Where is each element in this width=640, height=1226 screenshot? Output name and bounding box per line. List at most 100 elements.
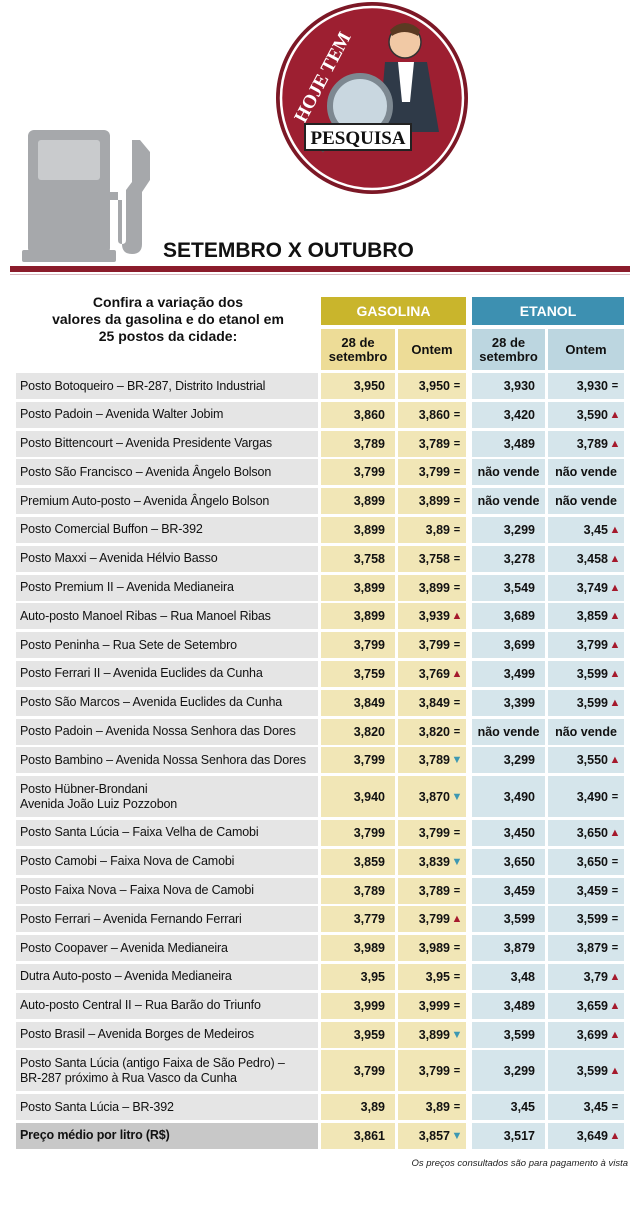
price-value: 3,820: [353, 724, 385, 739]
price-value: não vende: [477, 724, 540, 739]
price-cell: 3,459 =: [548, 877, 624, 904]
price-value: 3,517: [503, 1128, 535, 1143]
price-value: 3,420: [503, 407, 535, 422]
change-indicator: ▲: [609, 970, 621, 983]
price-cell: 3,839 ▼: [398, 848, 466, 875]
price-value: 3,599: [576, 695, 608, 710]
price-cell: 3,789 =: [398, 430, 466, 457]
price-value: 3,650: [576, 854, 608, 869]
table-row: Posto Comercial Buffon – BR-392 3,899 3,89…: [16, 516, 626, 543]
price-cell: 3,989: [321, 935, 395, 962]
price-value: 3,879: [576, 941, 608, 956]
price-value: 3,989: [418, 941, 450, 956]
price-value: 3,299: [503, 1063, 535, 1078]
table-row: Posto Hübner-Brondani Avenida João Luiz P…: [16, 776, 626, 818]
change-indicator: ▲: [451, 667, 463, 680]
name-line: Posto Camobi – Faixa Nova de Camobi: [20, 854, 235, 869]
price-value: 3,650: [503, 854, 535, 869]
table-row: Premium Auto-posto – Avenida Ângelo Bols…: [16, 488, 626, 515]
price-value: 3,758: [353, 551, 385, 566]
station-name: Posto São Francisco – Avenida Ângelo Bol…: [16, 459, 318, 486]
price-value: 3,989: [353, 941, 385, 956]
price-value: 3,95: [425, 969, 450, 984]
change-indicator: ▲: [609, 667, 621, 680]
price-cell: 3,999 =: [398, 992, 466, 1019]
price-value: 3,699: [576, 1027, 608, 1042]
table-row: Posto Maxxi – Avenida Hélvio Basso 3,758 3…: [16, 545, 626, 572]
change-indicator: =: [453, 696, 461, 709]
price-value: 3,799: [418, 825, 450, 840]
change-indicator: =: [611, 380, 619, 392]
price-value: 3,899: [418, 580, 450, 595]
change-indicator: =: [611, 884, 619, 897]
fuel-pump-icon: [22, 130, 150, 262]
change-indicator: ▲: [451, 913, 463, 926]
name-line: Posto Ferrari – Avenida Fernando Ferrari: [20, 911, 242, 926]
price-value: 3,490: [576, 789, 608, 804]
price-value: 3,799: [353, 465, 385, 480]
price-cell: 3,517: [472, 1122, 545, 1149]
price-value: 3,299: [503, 522, 535, 537]
name-line: Auto-posto Central II – Rua Barão do Tri…: [20, 998, 261, 1013]
price-value: 3,799: [576, 638, 608, 653]
price-cell: 3,759: [321, 660, 395, 687]
price-cell: não vende: [472, 718, 545, 745]
price-value: 3,950: [418, 379, 450, 393]
price-value: 3,999: [353, 998, 385, 1013]
price-value: 3,699: [503, 638, 535, 653]
price-value: 3,799: [418, 465, 450, 480]
price-value: 3,650: [576, 825, 608, 840]
price-value: 3,758: [418, 551, 450, 566]
price-cell: 3,999: [321, 992, 395, 1019]
price-value: 3,450: [503, 825, 535, 840]
price-cell: 3,490: [472, 776, 545, 818]
change-indicator: =: [453, 495, 461, 508]
price-cell: 3,399: [472, 689, 545, 716]
price-cell: 3,599: [472, 1021, 545, 1048]
name-line: Posto Faixa Nova – Faixa Nova de Camobi: [20, 883, 254, 898]
price-value: 3,879: [503, 941, 535, 956]
change-indicator: =: [453, 466, 461, 479]
price-value: 3,799: [418, 1063, 450, 1078]
price-value: 3,861: [353, 1128, 385, 1143]
table-row: Posto Bambino – Avenida Nossa Senhora da…: [16, 747, 626, 774]
name-line: Posto São Francisco – Avenida Ângelo Bol…: [20, 464, 272, 479]
table-row: Posto Padoin – Avenida Walter Jobim 3,860…: [16, 401, 626, 428]
price-cell: 3,899: [321, 574, 395, 601]
name-line: BR-287 próximo à Rua Vasco da Cunha: [20, 1070, 237, 1085]
table-row: Posto Santa Lúcia – BR-392 3,89 3,89 = 3,45 3…: [16, 1094, 626, 1121]
station-name: Posto Peninha – Rua Sete de Setembro: [16, 632, 318, 659]
price-value: 3,789: [418, 883, 450, 898]
station-name: Posto Bambino – Avenida Nossa Senhora da…: [16, 747, 318, 774]
name-line: Posto Hübner-Brondani: [20, 781, 148, 796]
change-indicator: =: [453, 970, 461, 983]
price-cell: 3,89: [321, 1094, 395, 1121]
price-cell: 3,490 =: [548, 776, 624, 818]
table-row: Posto São Marcos – Avenida Euclides da C…: [16, 689, 626, 716]
name-line: Posto Brasil – Avenida Borges de Medeiro…: [20, 1027, 255, 1042]
change-indicator: =: [453, 380, 461, 392]
price-cell: 3,899: [321, 603, 395, 630]
price-value: 3,399: [503, 695, 535, 710]
change-indicator: =: [453, 437, 461, 450]
change-indicator: =: [453, 581, 461, 594]
price-value: 3,857: [418, 1128, 450, 1143]
price-cell: 3,799: [321, 459, 395, 486]
price-value: 3,599: [503, 912, 535, 927]
price-cell: 3,950: [321, 373, 395, 399]
price-cell: 3,420: [472, 401, 545, 428]
price-value: 3,95: [360, 969, 385, 984]
price-cell: 3,758: [321, 545, 395, 572]
change-indicator: ▲: [609, 523, 621, 536]
price-value: 3,489: [503, 436, 535, 451]
price-cell: 3,899 =: [398, 574, 466, 601]
price-cell: 3,799: [321, 819, 395, 846]
intro-line: valores da gasolina e do etanol em: [52, 311, 284, 327]
price-cell: não vende: [472, 488, 545, 515]
change-indicator: ▼: [451, 1028, 463, 1041]
group-header: GASOLINA: [321, 297, 466, 325]
table-row: Posto Brasil – Avenida Borges de Medeiro…: [16, 1021, 626, 1048]
price-cell: 3,799: [321, 1050, 395, 1092]
price-cell: 3,950 =: [398, 373, 466, 399]
price-value: 3,789: [353, 883, 385, 898]
